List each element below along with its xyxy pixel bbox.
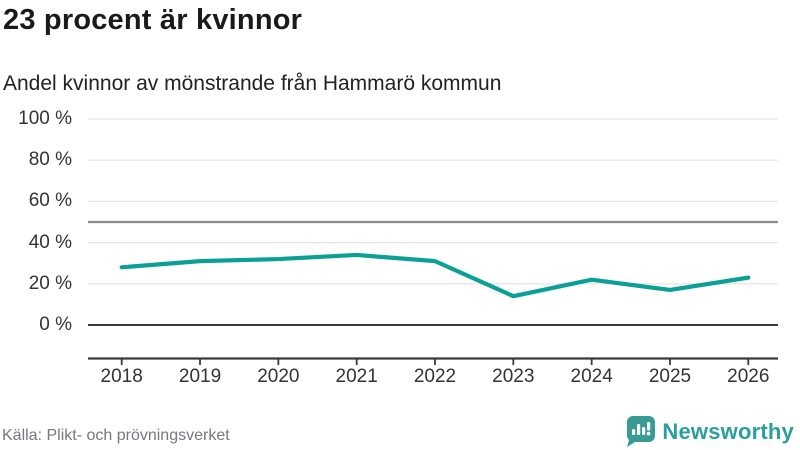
- bar-chart-bubble-icon: [627, 416, 656, 447]
- chart-subtitle: Andel kvinnor av mönstrande från Hammarö…: [3, 72, 502, 95]
- x-axis-tick-label: 2023: [492, 366, 535, 387]
- x-axis-tick-label: 2022: [413, 366, 457, 387]
- newsworthy-logo: Newsworthy: [625, 416, 794, 447]
- x-axis-tick-label: 2021: [335, 366, 378, 387]
- y-axis-tick-label: 20 %: [28, 272, 72, 294]
- series-line: [119, 252, 751, 299]
- y-axis-tick-label: 0 %: [39, 314, 72, 335]
- source-note: Källa: Plikt- och prövningsverket: [2, 427, 230, 444]
- x-axis-tick-label: 2019: [178, 366, 222, 387]
- y-axis-tick-label: 100 %: [18, 108, 72, 129]
- y-axis-tick-label: 60 %: [28, 190, 72, 212]
- newsworthy-logo-text: Newsworthy: [662, 418, 794, 444]
- x-axis-tick-label: 2026: [727, 366, 770, 387]
- x-axis-tick-label: 2024: [570, 366, 613, 387]
- chart-title: 23 procent är kvinnor: [3, 4, 303, 36]
- y-axis-tick-label: 80 %: [28, 149, 72, 171]
- x-axis-tick-label: 2018: [100, 366, 143, 387]
- y-axis-tick-label: 40 %: [28, 231, 72, 253]
- x-axis-tick-label: 2025: [648, 366, 692, 387]
- x-axis-tick-label: 2020: [257, 366, 300, 387]
